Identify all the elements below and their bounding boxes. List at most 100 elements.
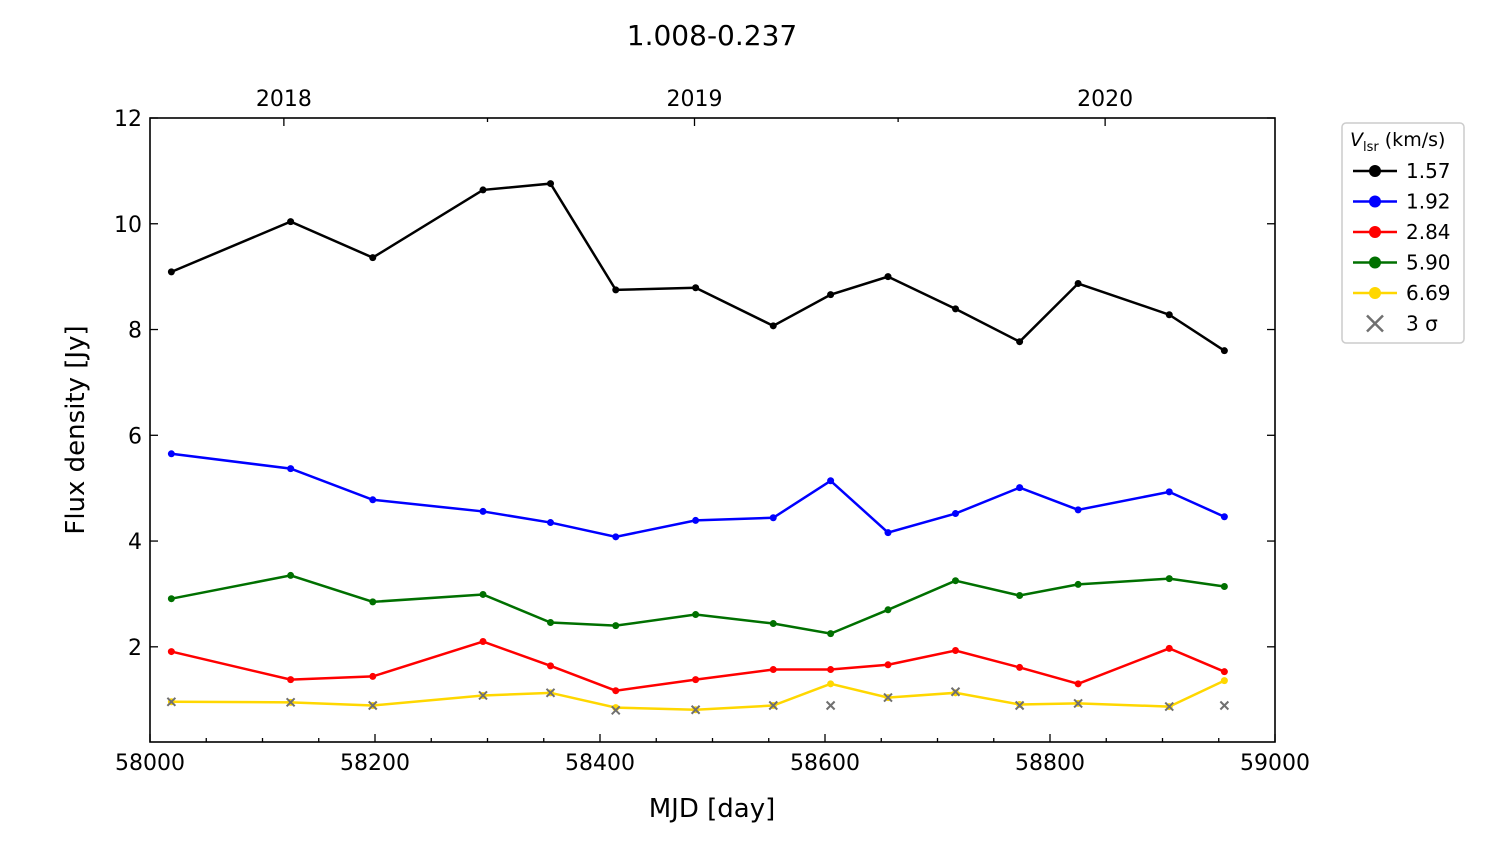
sigma3-marker [1219, 700, 1230, 711]
data-point-1.57 [1074, 280, 1082, 288]
sigma3-marker [611, 705, 621, 715]
data-point-2.84 [692, 676, 700, 684]
chart-title: 1.008-0.237 [627, 19, 797, 52]
data-point-1.92 [692, 516, 700, 524]
data-point-5.90 [692, 611, 700, 619]
x-tick-label: 58800 [1015, 751, 1085, 776]
data-point-1.92 [479, 507, 487, 515]
top-tick-label: 2019 [667, 87, 723, 112]
legend-title: Vlsr (km/s) [1350, 129, 1445, 155]
legend-marker-5.90 [1369, 256, 1381, 269]
data-point-1.92 [1220, 513, 1228, 521]
data-point-2.84 [1220, 668, 1228, 676]
sigma3-marker [883, 692, 893, 703]
series-line-6.69 [171, 679, 1225, 711]
x-tick-label: 59000 [1240, 751, 1310, 776]
legend-label: 6.69 [1406, 281, 1451, 305]
legend-marker-1.92 [1369, 195, 1381, 208]
legend-marker-6.69 [1369, 287, 1381, 299]
data-point-1.57 [692, 284, 700, 292]
data-point-2.84 [612, 687, 620, 695]
y-tick-label: 6 [128, 424, 142, 449]
top-tick-label: 2020 [1077, 87, 1133, 112]
data-point-2.84 [769, 666, 777, 674]
sigma3-marker [825, 700, 836, 711]
data-point-6.69 [1220, 677, 1228, 685]
y-tick-label: 2 [128, 636, 142, 661]
data-point-5.90 [827, 630, 835, 638]
data-point-2.84 [1165, 644, 1173, 652]
series-line-2.84 [171, 640, 1225, 692]
sigma3-marker [1073, 698, 1083, 709]
legend-label: 2.84 [1406, 220, 1451, 244]
data-point-2.84 [287, 676, 295, 684]
legend-label: 3 σ [1406, 312, 1438, 336]
sigma3-marker [368, 700, 378, 711]
data-point-1.57 [827, 291, 835, 299]
data-point-5.90 [167, 595, 175, 603]
data-point-1.57 [287, 218, 295, 226]
data-point-5.90 [612, 622, 620, 630]
y-axis-label: Flux density [Jy] [61, 325, 91, 534]
legend-marker-sigma3 [1366, 314, 1384, 333]
y-tick-label: 12 [114, 107, 142, 132]
data-point-1.57 [547, 180, 554, 188]
data-point-6.69 [827, 680, 835, 688]
legend-label: 5.90 [1406, 251, 1451, 275]
sigma3-marker [478, 690, 488, 701]
series-line-1.57 [170, 182, 1226, 352]
data-point-1.92 [1074, 506, 1082, 514]
x-tick-label: 58000 [115, 751, 185, 776]
data-point-1.92 [167, 450, 175, 458]
data-point-5.90 [547, 618, 554, 626]
data-point-5.90 [369, 598, 377, 606]
data-point-1.57 [612, 286, 620, 294]
data-point-2.84 [952, 647, 959, 655]
data-point-5.90 [287, 571, 295, 579]
data-point-1.92 [612, 533, 620, 541]
sigma3-marker [1014, 700, 1025, 711]
series-line-5.90 [171, 574, 1225, 635]
data-point-2.84 [827, 666, 835, 674]
legend-label: 1.92 [1406, 190, 1451, 214]
sigma3-marker [768, 700, 778, 711]
data-point-1.57 [479, 186, 487, 194]
x-axis-label: MJD [day] [649, 794, 776, 824]
data-point-5.90 [884, 606, 892, 614]
data-point-5.90 [952, 577, 959, 585]
data-point-2.84 [1016, 663, 1024, 671]
data-point-1.57 [952, 305, 959, 313]
series-line-1.92 [171, 452, 1225, 539]
data-point-1.92 [827, 477, 835, 485]
data-point-5.90 [479, 590, 487, 598]
data-point-2.84 [369, 672, 377, 680]
data-point-1.92 [769, 514, 777, 522]
x-tick-label: 58200 [340, 751, 410, 776]
top-tick-label: 2018 [256, 87, 312, 112]
data-point-1.57 [1220, 347, 1228, 355]
sigma3-marker [285, 697, 296, 708]
legend: Vlsr (km/s) 1.57 1.92 2.84 5.90 6.69 3 σ [1341, 122, 1465, 344]
legend-marker-1.57 [1369, 165, 1381, 177]
plot-frame [149, 117, 1276, 743]
data-point-1.92 [369, 496, 377, 504]
y-tick-label: 4 [128, 530, 142, 555]
data-point-1.57 [1165, 311, 1173, 319]
data-point-1.92 [547, 519, 554, 527]
data-point-1.92 [287, 465, 295, 473]
data-point-1.57 [369, 254, 377, 262]
data-point-1.92 [884, 529, 892, 537]
sigma3-marker [690, 705, 701, 715]
data-point-5.90 [1165, 575, 1173, 583]
data-point-1.57 [1016, 338, 1024, 346]
data-point-5.90 [1074, 580, 1082, 588]
data-point-2.84 [884, 661, 892, 669]
data-point-1.92 [1165, 488, 1173, 496]
data-point-5.90 [1016, 592, 1024, 600]
legend-marker-2.84 [1369, 226, 1381, 238]
sigma3-marker [950, 687, 961, 697]
legend-label: 1.57 [1406, 159, 1451, 183]
data-point-1.57 [769, 322, 777, 330]
y-tick-label: 10 [114, 213, 142, 238]
